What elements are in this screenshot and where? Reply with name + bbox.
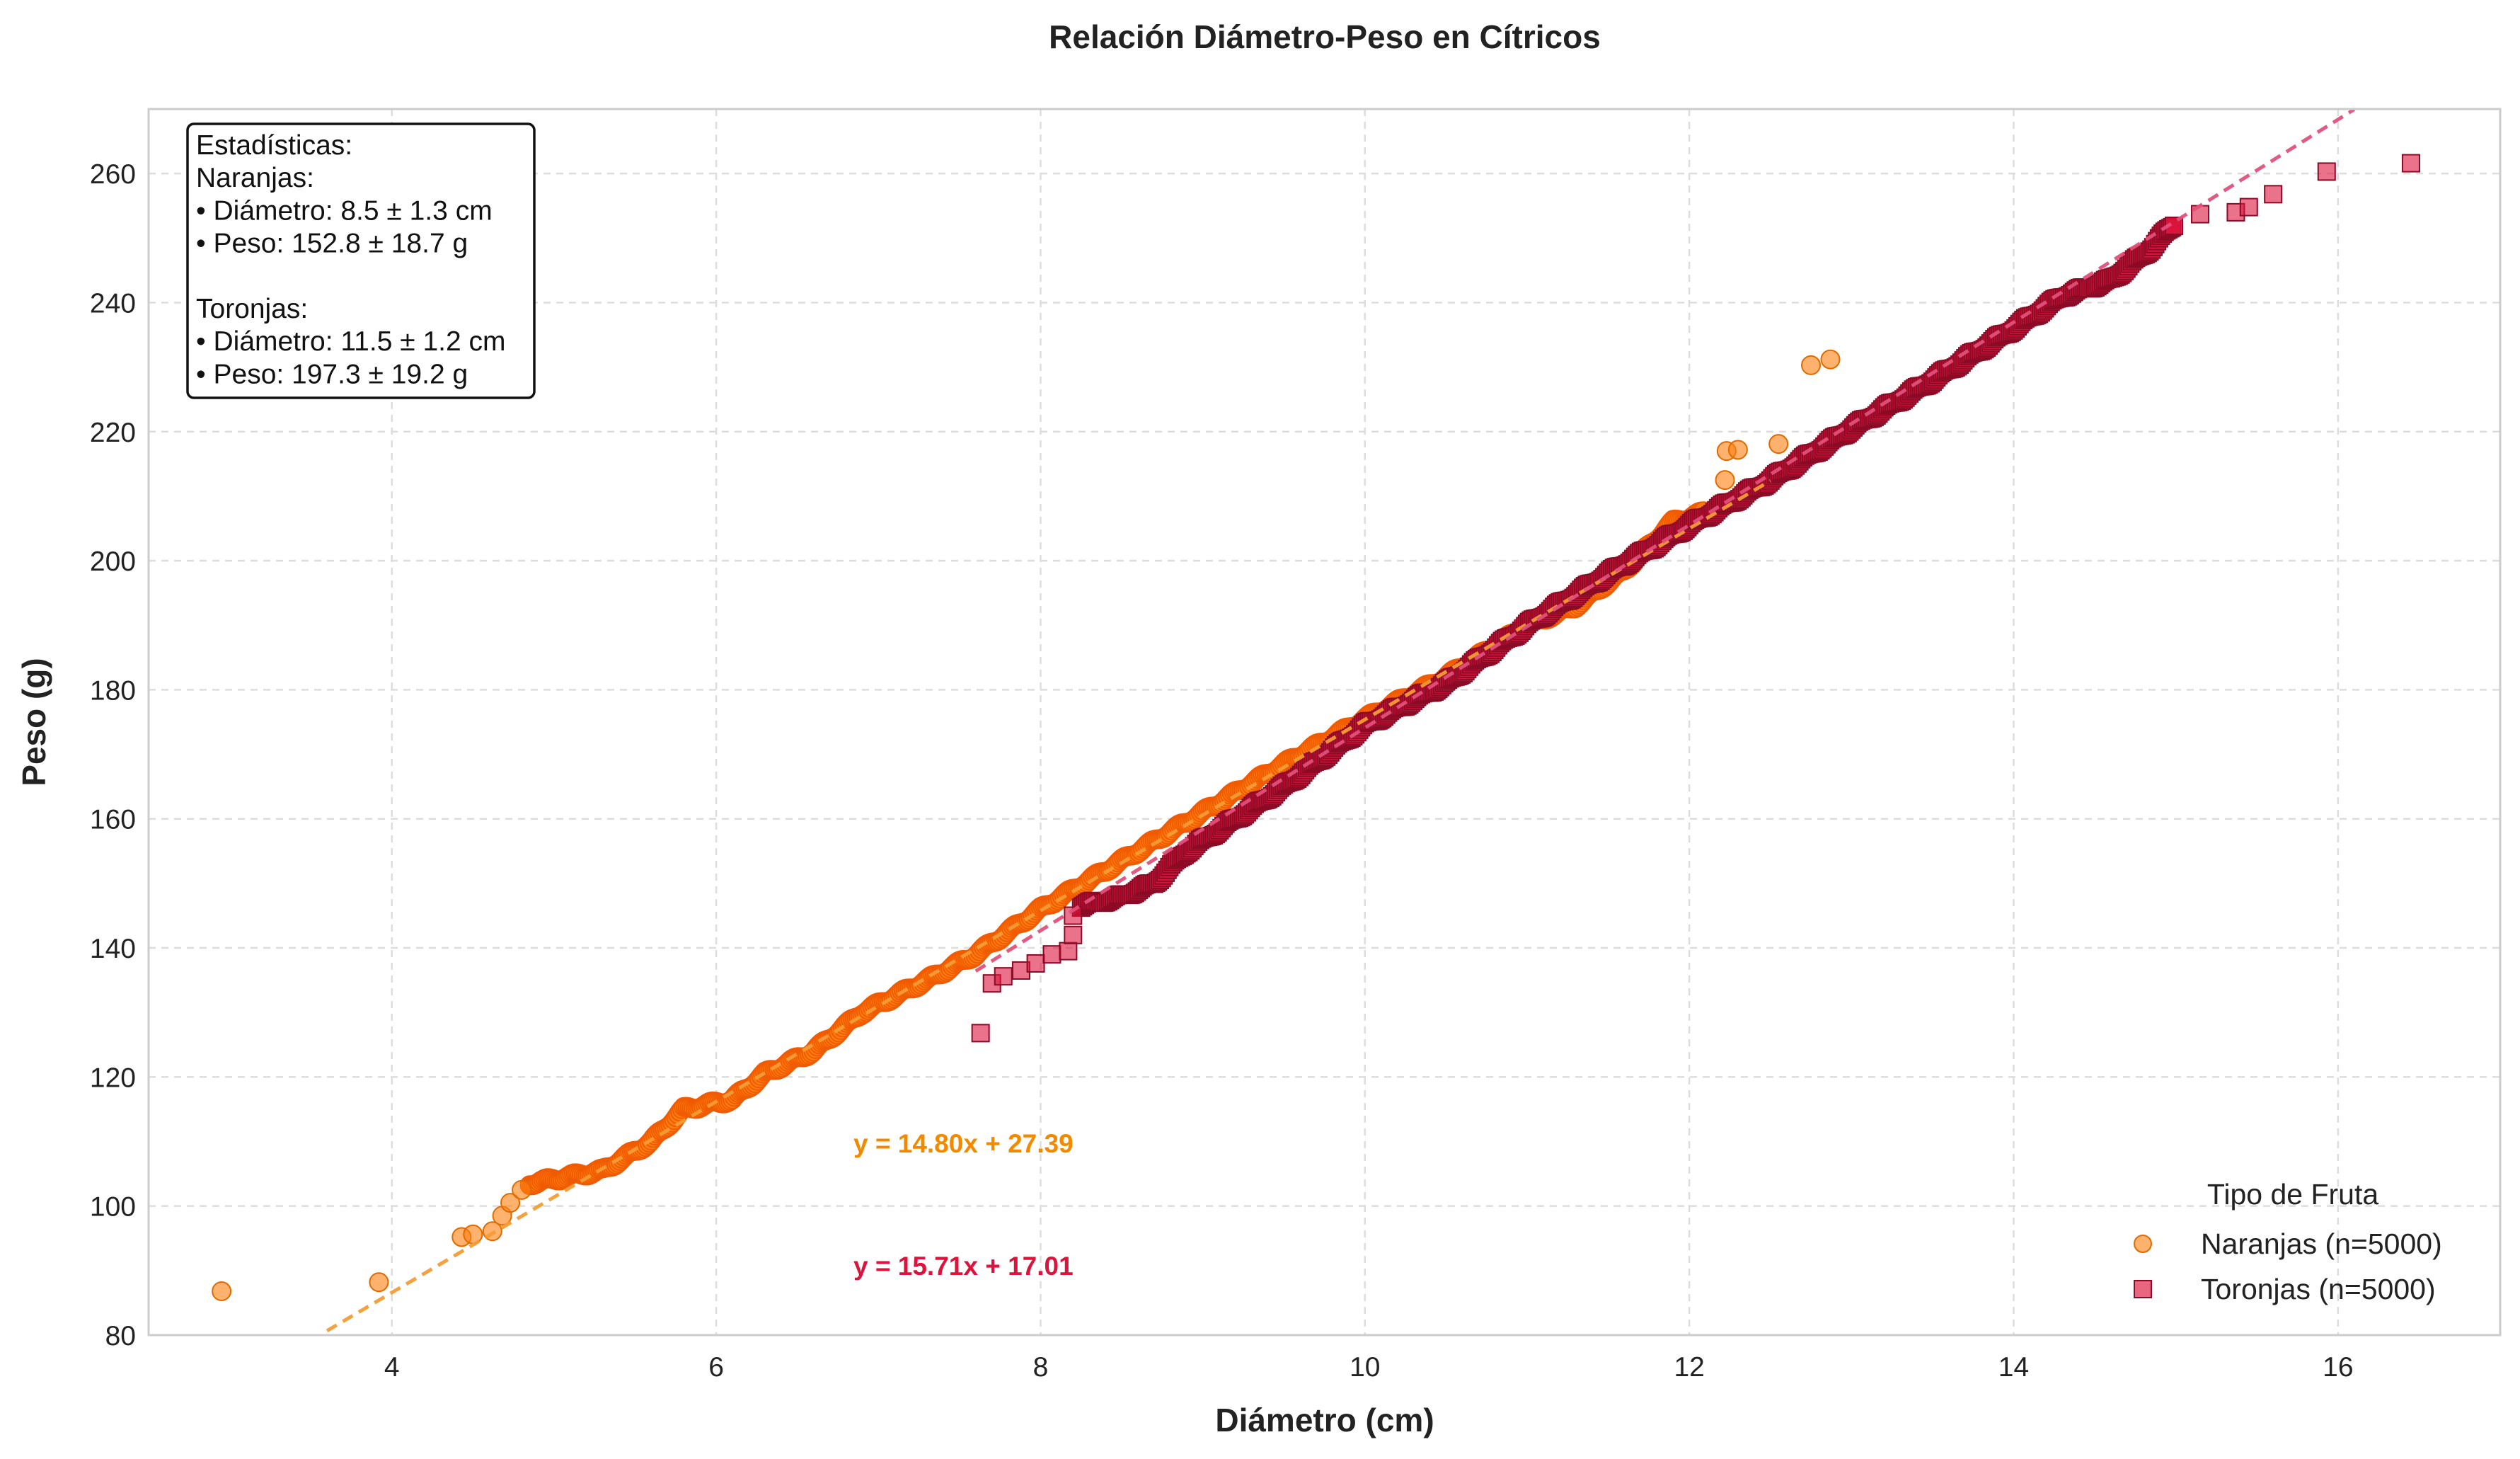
legend-marker-toronjas xyxy=(2134,1280,2152,1298)
naranjas-point xyxy=(1715,470,1735,491)
y-tick-label: 220 xyxy=(90,418,136,448)
naranjas-point xyxy=(1801,355,1822,375)
y-axis-label: Peso (g) xyxy=(16,658,52,786)
y-tick-label: 100 xyxy=(90,1192,136,1223)
y-tick-label: 240 xyxy=(90,288,136,319)
x-tick-label: 16 xyxy=(2323,1352,2353,1383)
y-tick-label: 200 xyxy=(90,547,136,577)
y-tick-label: 80 xyxy=(105,1321,136,1351)
legend-label-toronjas: Toronjas (n=5000) xyxy=(2201,1273,2436,1305)
toronjas-point xyxy=(2264,185,2283,204)
legend-marker-naranjas xyxy=(2134,1235,2152,1253)
fit-line xyxy=(326,479,1771,1333)
stats-text: Estadísticas: Naranjas: • Diámetro: 8.5 ± … xyxy=(196,130,506,389)
legend: Tipo de Fruta Naranjas (n=5000) Toronjas… xyxy=(2134,1178,2442,1305)
toronjas-point xyxy=(1026,954,1045,973)
naranjas-point xyxy=(500,1193,521,1213)
legend-title: Tipo de Fruta xyxy=(2207,1178,2379,1211)
stats-line: • Diámetro: 8.5 ± 1.3 cm xyxy=(196,195,493,226)
stats-line: • Peso: 152.8 ± 18.7 g xyxy=(196,229,468,259)
x-tick-label: 12 xyxy=(1674,1352,1704,1383)
x-tick-label: 10 xyxy=(1350,1352,1380,1383)
stats-line: • Peso: 197.3 ± 19.2 g xyxy=(196,359,468,389)
y-tick-label: 180 xyxy=(90,675,136,706)
chart-title: Relación Diámetro-Peso en Cítricos xyxy=(1049,18,1601,55)
x-axis-ticks: 4 6 8 10 12 14 16 xyxy=(384,1352,2354,1383)
naranjas-point xyxy=(1820,349,1841,370)
stats-line: Toronjas: xyxy=(196,294,308,324)
x-tick-label: 8 xyxy=(1033,1352,1049,1383)
naranjas-point xyxy=(463,1224,483,1245)
x-tick-label: 6 xyxy=(708,1352,724,1383)
toronjas-fit-equation: y = 15.71x + 17.01 xyxy=(853,1252,1074,1281)
legend-label-naranjas: Naranjas (n=5000) xyxy=(2201,1228,2442,1260)
toronjas-point xyxy=(2317,162,2336,181)
y-axis-ticks: 80 100 120 140 160 180 200 220 240 260 xyxy=(90,159,136,1351)
naranjas-point xyxy=(212,1281,232,1302)
x-axis-label: Diámetro (cm) xyxy=(1215,1402,1434,1438)
naranjas-fit-equation: y = 14.80x + 27.39 xyxy=(853,1129,1074,1158)
stats-box: Estadísticas: Naranjas: • Diámetro: 8.5 ± … xyxy=(186,122,536,399)
stats-line: • Diámetro: 11.5 ± 1.2 cm xyxy=(196,326,506,357)
toronjas-point xyxy=(1064,925,1083,944)
toronjas-point xyxy=(2239,198,2258,217)
stats-box-frame xyxy=(186,122,536,399)
data-points xyxy=(212,108,2420,1333)
toronjas-point xyxy=(1059,942,1078,961)
y-tick-label: 160 xyxy=(90,805,136,835)
x-tick-label: 4 xyxy=(384,1352,400,1383)
stats-line: Estadísticas: xyxy=(196,130,352,161)
naranjas-point xyxy=(1768,434,1789,454)
toronjas-point xyxy=(2401,154,2420,173)
toronjas-point xyxy=(971,1024,990,1043)
fit-line xyxy=(974,108,2356,973)
naranjas-point xyxy=(1727,440,1748,460)
y-tick-label: 120 xyxy=(90,1063,136,1093)
y-tick-label: 260 xyxy=(90,159,136,190)
naranjas-point xyxy=(512,1179,532,1200)
toronjas-point xyxy=(1042,945,1061,964)
y-tick-label: 140 xyxy=(90,934,136,964)
toronjas-point xyxy=(994,967,1013,986)
stats-line: Naranjas: xyxy=(196,163,314,193)
grid-lines xyxy=(149,109,2500,1335)
plot-frame xyxy=(147,108,2502,1337)
naranjas-point xyxy=(369,1272,389,1293)
x-tick-label: 14 xyxy=(1998,1352,2029,1383)
